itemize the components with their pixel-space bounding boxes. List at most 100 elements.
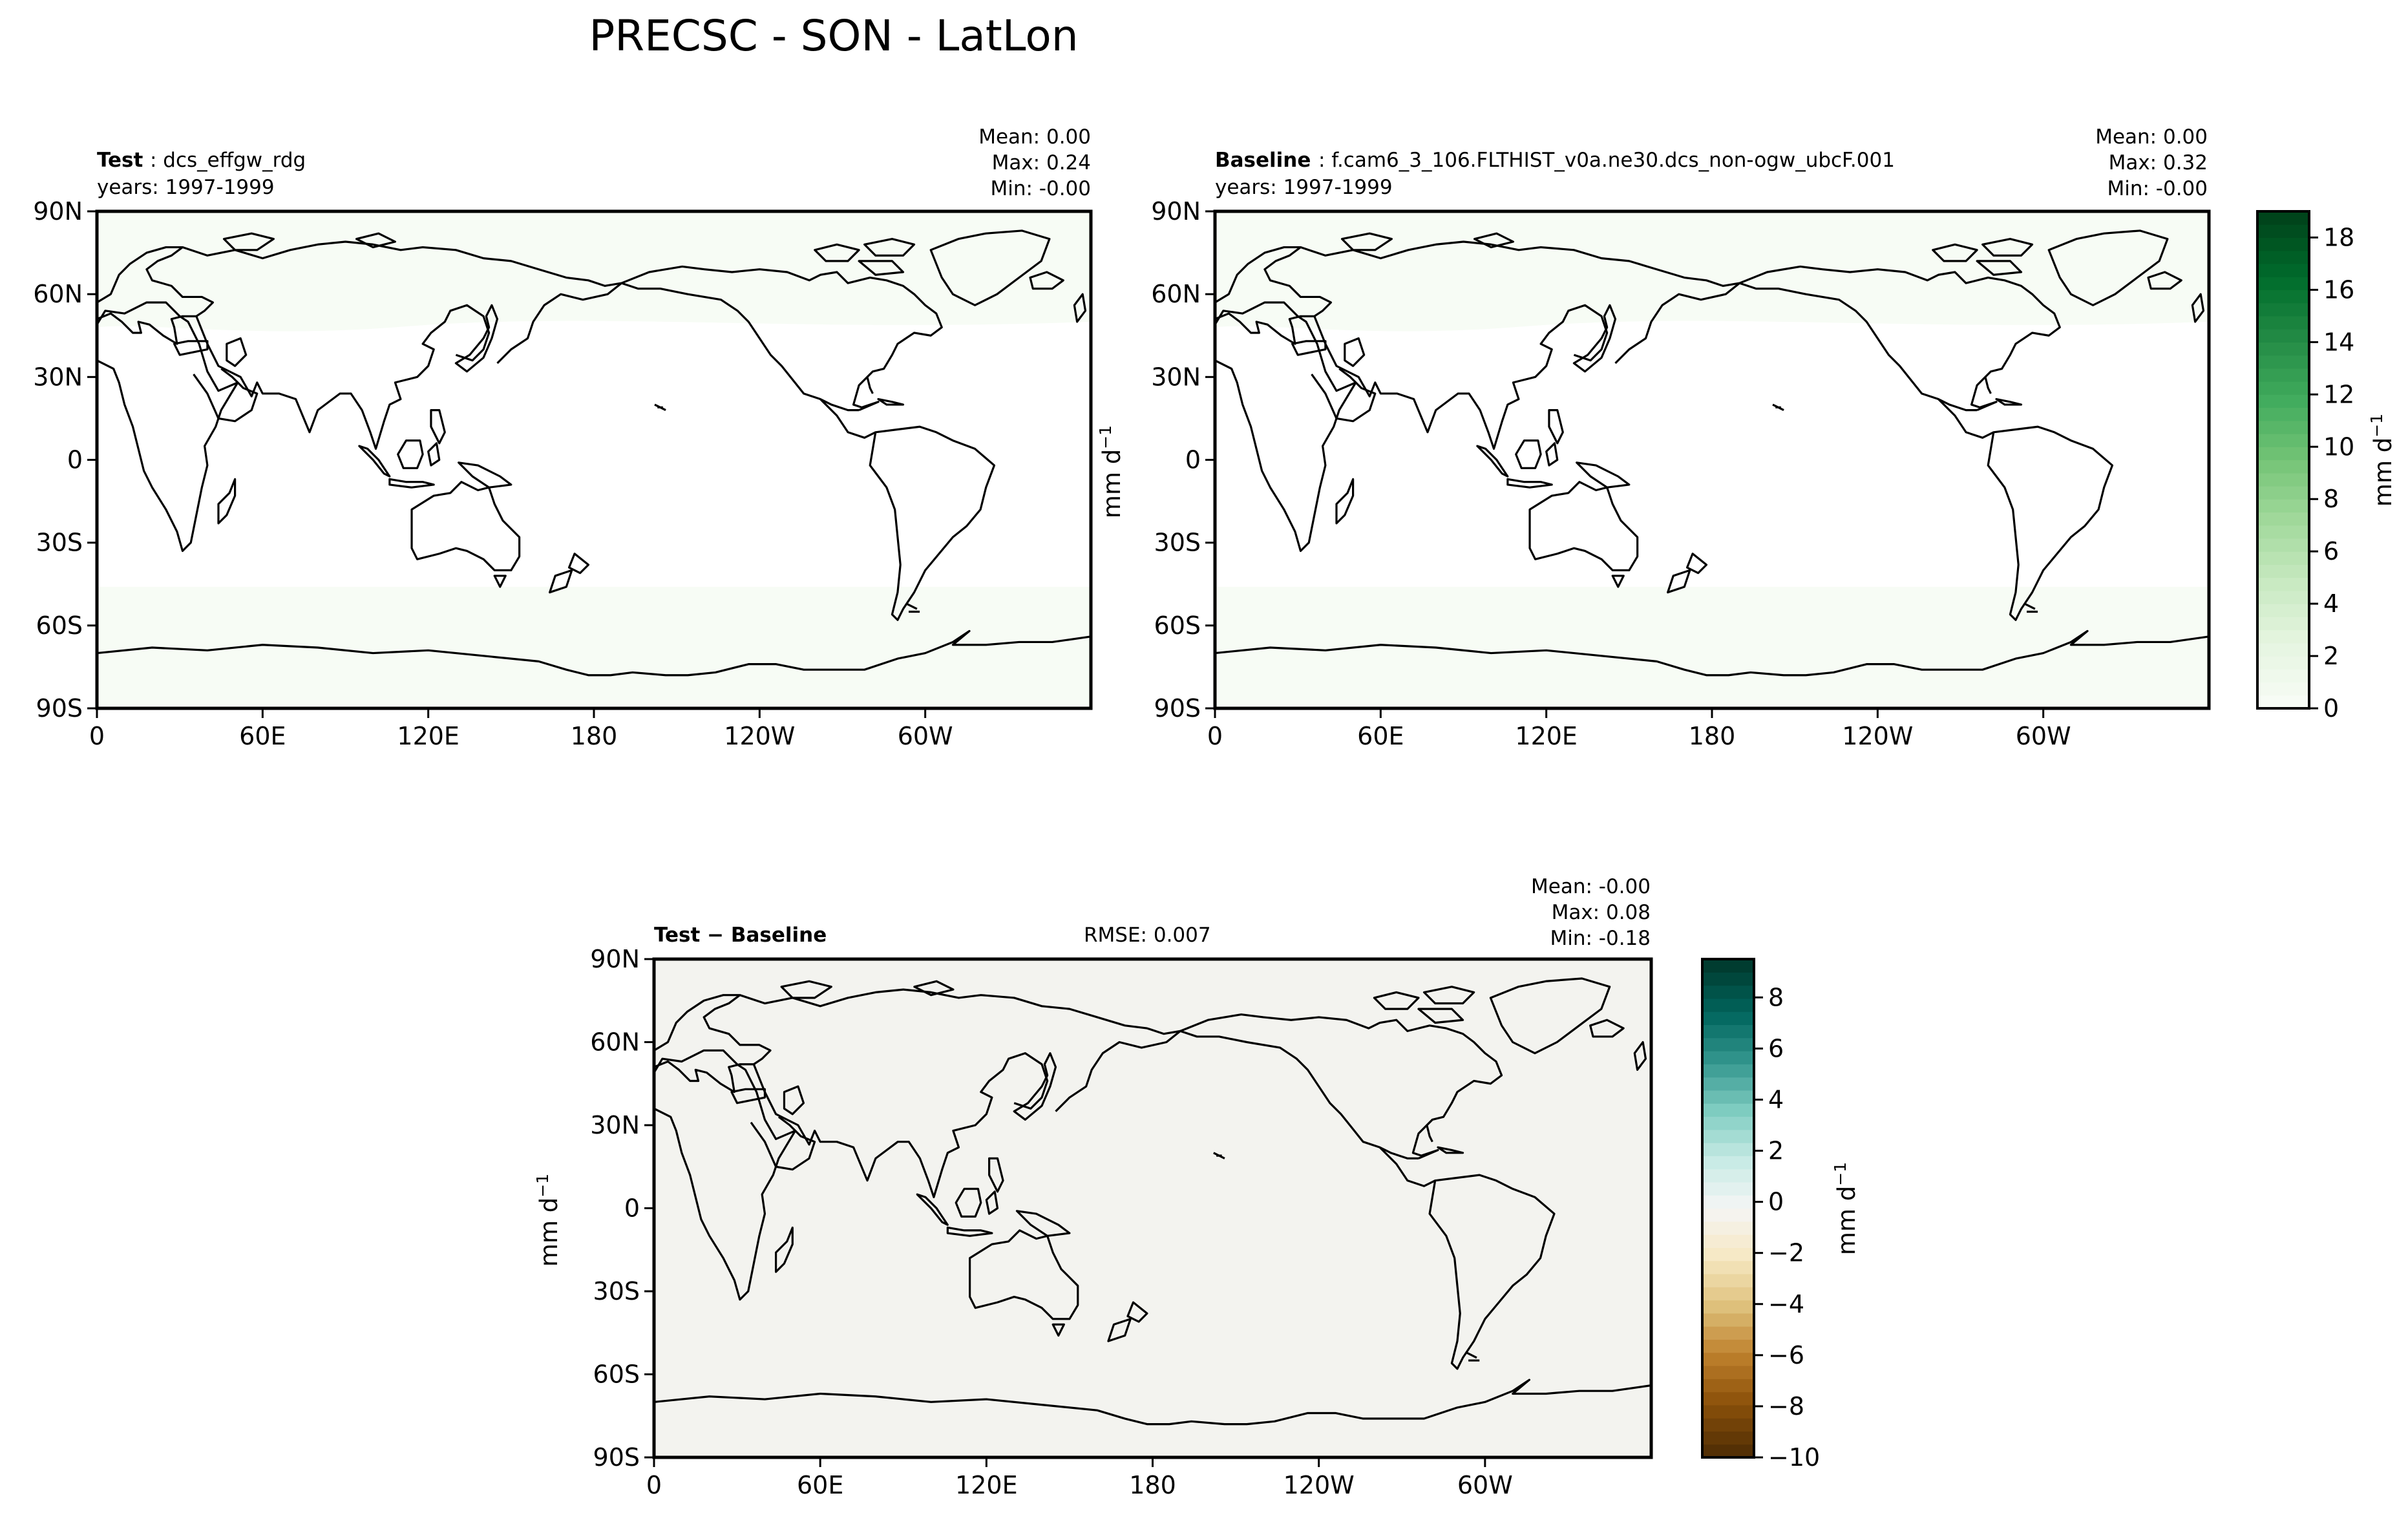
lat-tick-label: 30N <box>33 363 83 391</box>
lat-tick-label: 30N <box>1151 363 1201 391</box>
colorbar-tick-label: 4 <box>1768 1085 1784 1114</box>
lat-tick-label: 90S <box>1154 694 1201 723</box>
colorbar-band <box>1702 1404 1754 1419</box>
baseline-label-bold: Baseline <box>1215 149 1311 172</box>
colorbar-frame <box>1701 958 1755 1459</box>
lat-tick-label: 30S <box>593 1277 640 1305</box>
colorbar-tick-label: 8 <box>1768 983 1784 1011</box>
colorbar-band <box>1702 1181 1754 1196</box>
colorbar-band <box>2257 564 2309 578</box>
colorbar-tick-label: −8 <box>1768 1392 1804 1421</box>
colorbar-band <box>1702 1129 1754 1143</box>
colorbar-band <box>1702 1273 1754 1287</box>
colorbar-band <box>1702 1116 1754 1130</box>
colorbar-band <box>1702 1156 1754 1170</box>
colorbar-band <box>1702 1064 1754 1078</box>
colorbar-band <box>2257 551 2309 565</box>
lat-tick-label: 30S <box>1154 529 1201 557</box>
lon-tick-label: 0 <box>89 722 105 750</box>
colorbar-tick-label: −4 <box>1768 1290 1804 1318</box>
lon-tick-label: 60E <box>239 722 286 750</box>
lon-tick-label: 60W <box>1457 1471 1513 1499</box>
colorbar-tick-label: −6 <box>1768 1341 1804 1369</box>
colorbar-band <box>2257 499 2309 513</box>
colorbar-tick-label: −10 <box>1768 1443 1820 1472</box>
diff-label: Test − Baseline <box>654 924 827 947</box>
diff-max: Max: 0.08 <box>1552 901 1651 924</box>
colorbar-band <box>2257 485 2309 500</box>
colorbar-band <box>1702 1051 1754 1064</box>
colorbar-band <box>2257 512 2309 526</box>
colorbar-band <box>2257 420 2309 434</box>
lat-tick-label: 60N <box>590 1028 640 1057</box>
test-mean: Mean: 0.00 <box>978 125 1091 149</box>
colorbar-tick-label: 2 <box>2323 642 2339 670</box>
diff-rmse: RMSE: 0.007 <box>1084 924 1211 947</box>
colorbar-band <box>1702 1391 1754 1406</box>
colorbar-tick-label: 10 <box>2323 432 2354 461</box>
colorbar-band <box>2257 642 2309 657</box>
colorbar-band <box>1702 1418 1754 1432</box>
colorbar-band <box>1702 959 1754 973</box>
north-snowfall-region <box>1215 211 2209 332</box>
lon-tick-label: 180 <box>1129 1471 1176 1499</box>
baseline-max: Max: 0.32 <box>2109 151 2208 174</box>
colorbar-tick-label: 14 <box>2323 328 2354 356</box>
lon-tick-label: 60E <box>797 1471 843 1499</box>
diff-units-label: mm d−1 <box>533 1174 563 1267</box>
colorbar-band <box>2257 407 2309 421</box>
diff-panel: Test − Baseline RMSE: 0.007 Mean: -0.00 … <box>590 875 1653 1499</box>
colorbar-band <box>2257 237 2309 251</box>
test-map: 0 60E 120E 180 120W 60W 90N 60N 30N 0 30S 60S 90S <box>33 197 1093 750</box>
colorbar-tick-label: 0 <box>2323 694 2339 723</box>
colorbar-tick-label: 4 <box>2323 589 2339 618</box>
colorbar-band <box>2257 447 2309 461</box>
south-snowfall-region <box>1215 587 2209 708</box>
colorbar-band <box>2257 342 2309 356</box>
colorbar-band <box>1702 1221 1754 1235</box>
lon-tick-label: 120W <box>1283 1471 1355 1499</box>
lat-tick-label: 90N <box>33 197 83 226</box>
colorbar-band <box>2257 290 2309 304</box>
colorbar-band <box>2257 669 2309 683</box>
colorbar-band <box>1702 1234 1754 1248</box>
baseline-map: 0 60E 120E 180 120W 60W 90N 60N 30N 0 30S 60S 90S <box>1151 197 2211 750</box>
lat-tick-label: 30N <box>590 1111 640 1139</box>
lon-tick-label: 120E <box>1515 722 1578 750</box>
colorbar-band <box>2257 656 2309 670</box>
colorbar-band <box>1702 1352 1754 1366</box>
colorbar-band <box>1702 1313 1754 1327</box>
colorbar-band <box>2257 577 2309 591</box>
diff-colorbar-units-label: mm d−1 <box>1831 1162 1861 1255</box>
lat-tick-label: 60N <box>1151 280 1201 308</box>
colorbar-band <box>1702 1300 1754 1314</box>
colorbar-band <box>1702 1444 1754 1458</box>
colorbar-tick-label: 6 <box>2323 537 2339 565</box>
lon-tick-label: 0 <box>1207 722 1223 750</box>
baseline-label-case: : f.cam6_3_106.FLTHIST_v0a.ne30.dcs_non-… <box>1318 149 1895 172</box>
lat-tick-label: 90N <box>590 945 640 973</box>
baseline-mean: Mean: 0.00 <box>2095 125 2208 149</box>
south-snowfall-region <box>97 587 1091 708</box>
lat-tick-label: 90N <box>1151 197 1201 226</box>
colorbar-band <box>2257 472 2309 487</box>
colorbar-band <box>2257 250 2309 264</box>
diff-mean: Mean: -0.00 <box>1531 875 1651 898</box>
colorbar-band <box>2257 277 2309 291</box>
colorbar-band <box>1702 998 1754 1012</box>
lat-tick-label: 90S <box>593 1443 640 1472</box>
test-min: Min: -0.00 <box>990 177 1091 200</box>
colorbar-tick-label: 12 <box>2323 380 2354 408</box>
colorbar-band <box>2257 224 2309 238</box>
lat-tick-label: 60S <box>1154 611 1201 640</box>
colorbar-band <box>1702 1247 1754 1262</box>
colorbar-band <box>2257 604 2309 617</box>
colorbar-band <box>2257 695 2309 709</box>
colorbar-band <box>1702 985 1754 999</box>
colorbar-tick-label: 0 <box>1768 1188 1784 1216</box>
colorbar-band <box>1702 1431 1754 1445</box>
figure-title: PRECSC - SON - LatLon <box>589 11 1078 61</box>
test-units-label: mm d−1 <box>1096 425 1126 518</box>
colorbar-frame <box>2256 210 2310 710</box>
